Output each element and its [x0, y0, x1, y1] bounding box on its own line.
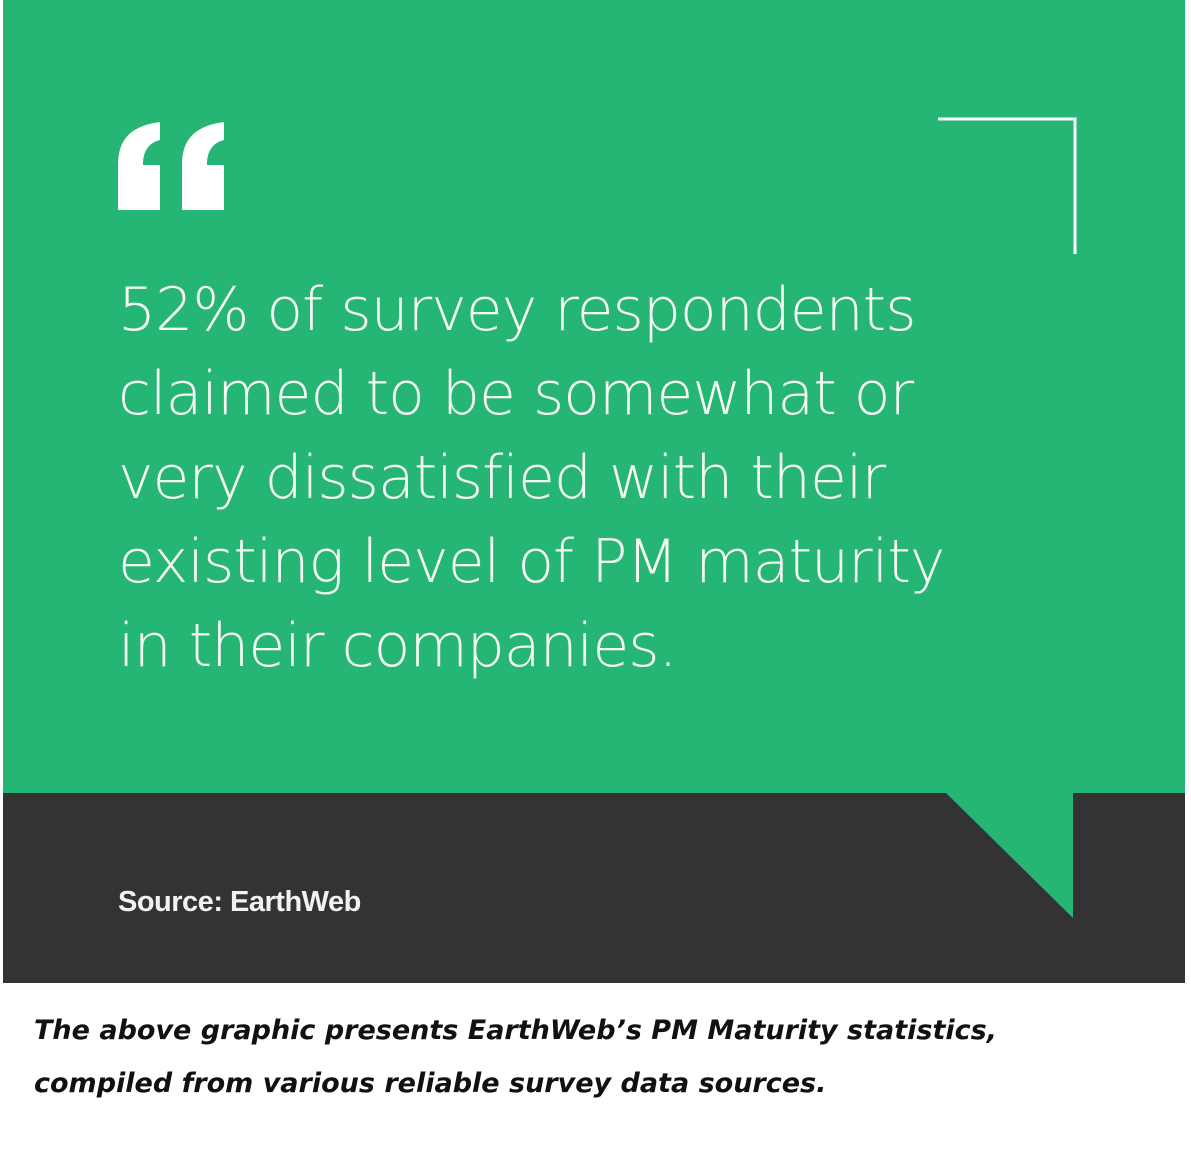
quote-mark — [118, 122, 160, 210]
quote-mark — [182, 122, 224, 210]
quote-line: in their companies. — [118, 611, 677, 681]
quote-line: 52% of survey respondents — [118, 275, 915, 345]
caption-line: compiled from various reliable survey da… — [34, 1068, 826, 1099]
quote-line: claimed to be somewhat or — [118, 359, 914, 429]
caption-line: The above graphic presents EarthWeb’s PM… — [34, 1015, 997, 1046]
corner-frame — [938, 117, 1077, 254]
source: Source: EarthWeb — [118, 886, 361, 918]
speech-tail — [946, 793, 1073, 918]
quote-line: existing level of PM maturity — [118, 527, 944, 597]
quote-line: very dissatisfied with their — [118, 443, 887, 513]
